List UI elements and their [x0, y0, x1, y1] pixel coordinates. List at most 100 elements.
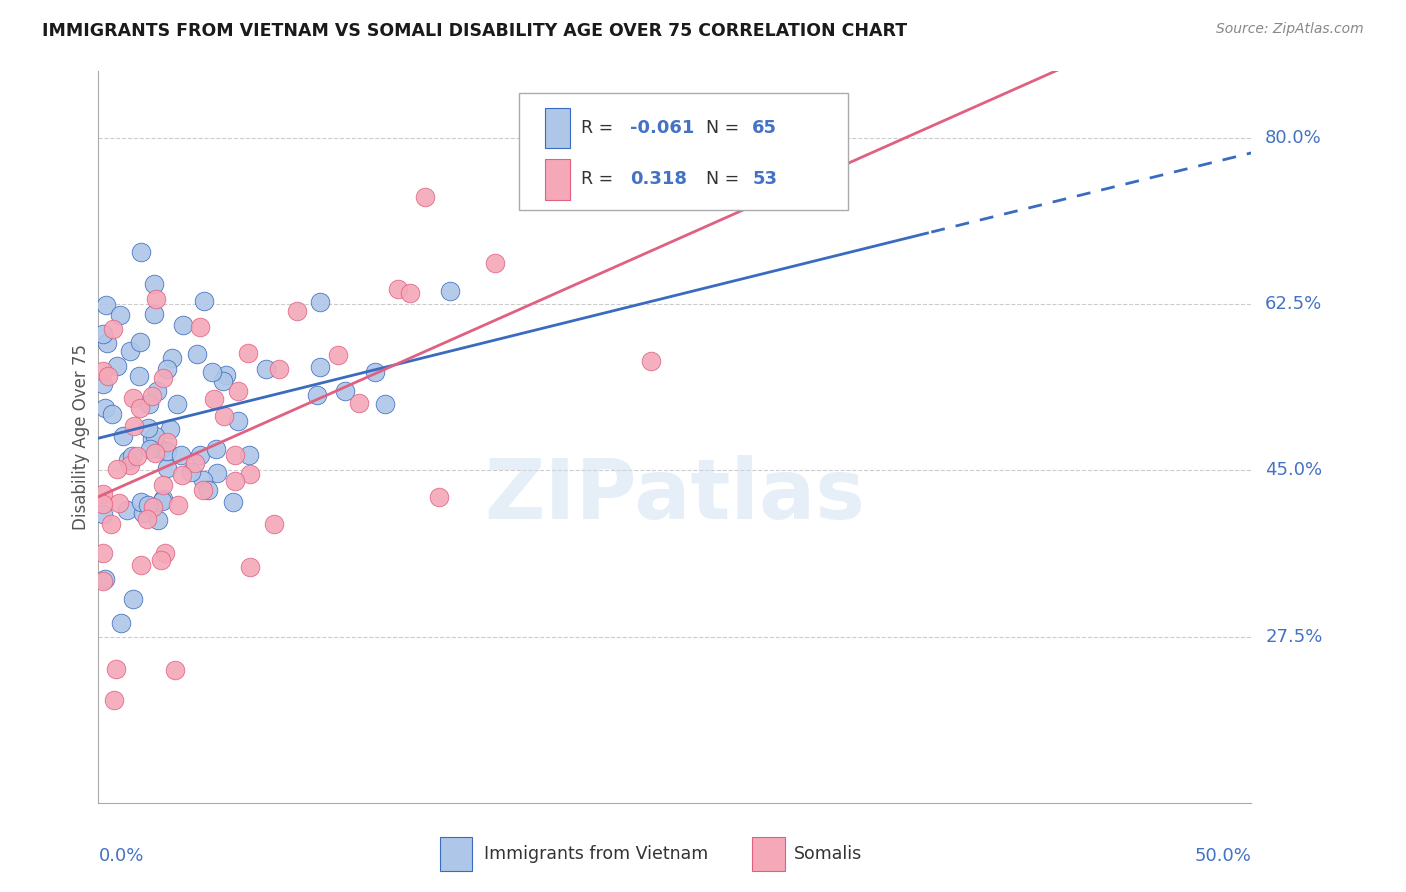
Point: [128, 401, 150, 415]
FancyBboxPatch shape: [544, 108, 569, 148]
Point: [142, 277, 165, 291]
FancyBboxPatch shape: [519, 94, 848, 211]
Point: [156, 435, 179, 450]
Point: [166, 498, 188, 512]
Point: [91, 364, 114, 378]
Point: [188, 320, 211, 334]
Point: [104, 662, 127, 676]
Text: 53: 53: [752, 170, 778, 188]
Point: [100, 516, 122, 531]
Point: [136, 421, 159, 435]
FancyBboxPatch shape: [440, 837, 472, 871]
Text: ZIPatlas: ZIPatlas: [485, 455, 865, 536]
Point: [170, 448, 193, 462]
Point: [201, 365, 224, 379]
Point: [108, 308, 131, 322]
Point: [94, 401, 117, 415]
Point: [226, 384, 249, 399]
Point: [96, 336, 118, 351]
Point: [141, 432, 163, 446]
Point: [239, 559, 262, 574]
Point: [186, 347, 208, 361]
Point: [143, 428, 166, 442]
Point: [129, 335, 152, 350]
Point: [308, 294, 330, 309]
Point: [131, 507, 153, 521]
Point: [160, 351, 183, 365]
Point: [156, 460, 179, 475]
Point: [118, 344, 141, 359]
Point: [122, 419, 145, 434]
Point: [122, 392, 145, 406]
Point: [149, 442, 172, 456]
Point: [640, 354, 662, 368]
Point: [131, 244, 153, 259]
Point: [152, 478, 174, 492]
Point: [149, 553, 172, 567]
Point: [238, 346, 260, 360]
Point: [143, 446, 166, 460]
Point: [263, 517, 285, 532]
Point: [285, 303, 308, 318]
Point: [145, 384, 167, 399]
Point: [238, 448, 260, 462]
Point: [129, 558, 152, 572]
Point: [105, 359, 128, 373]
Point: [413, 190, 436, 204]
Point: [91, 546, 114, 560]
Y-axis label: Disability Age Over 75: Disability Age Over 75: [72, 344, 90, 530]
Point: [103, 693, 125, 707]
Point: [143, 307, 166, 321]
Point: [222, 494, 245, 508]
Point: [305, 388, 328, 402]
Point: [224, 449, 246, 463]
Point: [110, 615, 132, 630]
Point: [429, 491, 451, 505]
Text: 27.5%: 27.5%: [1265, 628, 1323, 646]
Point: [239, 467, 262, 481]
Point: [117, 453, 139, 467]
Point: [138, 442, 160, 456]
Text: R =: R =: [582, 170, 619, 188]
Point: [138, 397, 160, 411]
Point: [122, 592, 145, 607]
Point: [309, 360, 332, 375]
Point: [180, 466, 202, 480]
Point: [93, 327, 115, 342]
Point: [150, 494, 173, 508]
Point: [148, 513, 170, 527]
Text: N =: N =: [706, 120, 745, 137]
Point: [100, 407, 122, 421]
Point: [399, 285, 422, 300]
Text: 0.0%: 0.0%: [98, 847, 143, 864]
Point: [120, 458, 142, 472]
Point: [145, 292, 167, 306]
Point: [224, 474, 246, 488]
Point: [347, 396, 370, 410]
Point: [212, 374, 235, 388]
Point: [105, 462, 128, 476]
Point: [96, 368, 118, 383]
FancyBboxPatch shape: [752, 837, 785, 871]
Point: [190, 448, 212, 462]
Point: [172, 318, 194, 332]
Point: [326, 348, 349, 362]
Point: [484, 256, 506, 270]
Point: [91, 574, 114, 589]
Point: [364, 365, 387, 379]
Point: [91, 376, 114, 391]
Point: [128, 368, 150, 383]
FancyBboxPatch shape: [544, 160, 569, 200]
Point: [193, 293, 215, 308]
Point: [166, 397, 188, 411]
Point: [193, 483, 215, 498]
Text: Source: ZipAtlas.com: Source: ZipAtlas.com: [1216, 22, 1364, 37]
Point: [152, 491, 174, 506]
Point: [103, 322, 125, 336]
Point: [136, 498, 159, 512]
Point: [91, 497, 114, 511]
Point: [152, 371, 174, 385]
Text: IMMIGRANTS FROM VIETNAM VS SOMALI DISABILITY AGE OVER 75 CORRELATION CHART: IMMIGRANTS FROM VIETNAM VS SOMALI DISABI…: [42, 22, 907, 40]
Point: [226, 414, 249, 428]
Text: 62.5%: 62.5%: [1265, 295, 1323, 313]
